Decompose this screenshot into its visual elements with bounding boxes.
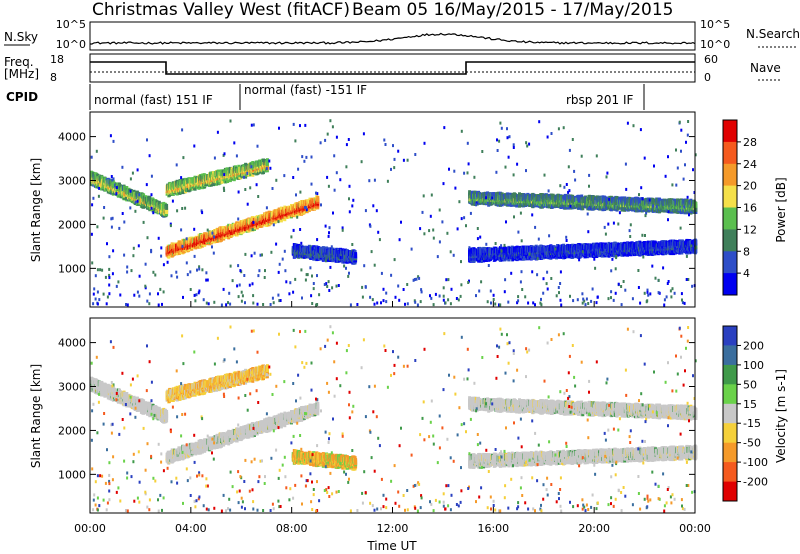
cpid-segment-3: rbsp 201 IF <box>566 93 633 107</box>
freq-tick-top: 18 <box>50 53 64 66</box>
cpid-row: CPID normal (fast) 151 IF normal (fast) … <box>6 83 645 110</box>
cpid-label: CPID <box>6 90 38 104</box>
nsky-trace <box>90 32 696 45</box>
nave-label: Nave <box>750 61 781 75</box>
beam-date-title: Beam 05 16/May/2015 - 17/May/2015 <box>352 0 673 20</box>
nave-tick-top: 60 <box>704 53 718 66</box>
freq-tick-bottom: 8 <box>50 71 57 84</box>
freq-trace <box>90 61 695 75</box>
freq-panel: Freq. [MHz] 18 8 60 0 Nave <box>4 53 782 84</box>
cpid-segment-2: normal (fast) -151 IF <box>244 83 367 97</box>
station-title: Christmas Valley West (fitACF) <box>92 0 350 20</box>
nsearch-tick-top: 10^5 <box>700 18 730 31</box>
power-echo-layer <box>90 119 698 307</box>
power-cell <box>316 195 320 202</box>
nsky-panel: N.Sky 10^5 10^0 10^5 10^0 N.Search <box>4 18 800 51</box>
power-cell <box>165 203 169 210</box>
nsearch-tick-bottom: 10^0 <box>700 38 730 51</box>
nave-tick-bottom: 0 <box>704 71 711 84</box>
nsky-tick-top: 10^5 <box>56 18 86 31</box>
freq-unit-label: [MHz] <box>4 67 39 81</box>
nsearch-label: N.Search <box>746 27 800 41</box>
nsky-label: N.Sky <box>4 30 38 44</box>
freq-label: Freq. <box>4 55 34 69</box>
cpid-segment-1: normal (fast) 151 IF <box>94 93 213 107</box>
power-echo-band-b <box>165 158 269 198</box>
nsky-tick-bottom: 10^0 <box>56 38 86 51</box>
power-cell <box>104 177 107 184</box>
